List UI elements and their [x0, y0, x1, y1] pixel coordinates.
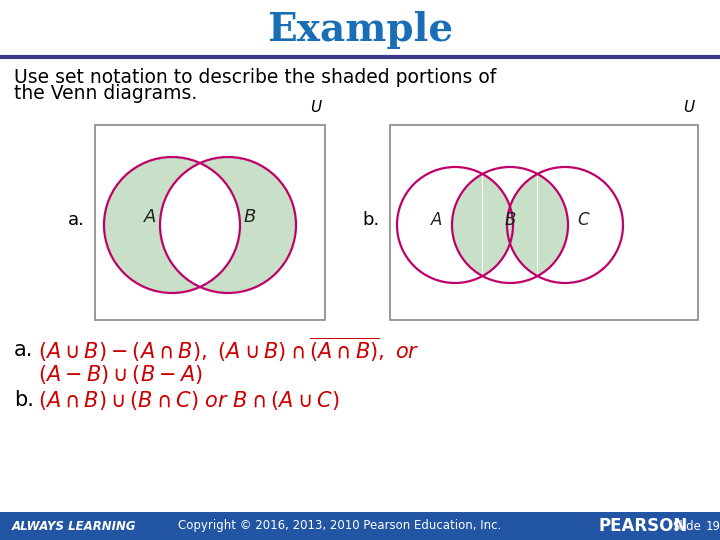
Circle shape: [104, 157, 240, 293]
Text: the Venn diagrams.: the Venn diagrams.: [14, 84, 197, 103]
Text: U: U: [310, 100, 321, 115]
Text: U: U: [683, 100, 694, 115]
Text: b.: b.: [14, 390, 34, 410]
Circle shape: [397, 167, 513, 283]
Polygon shape: [452, 174, 513, 276]
Circle shape: [160, 157, 296, 293]
Polygon shape: [507, 174, 568, 276]
Text: C: C: [577, 211, 589, 229]
Text: PEARSON: PEARSON: [598, 517, 688, 535]
Text: a.: a.: [68, 211, 85, 229]
Text: $(A\cup B)-(A\cap B),\ (A\cup B)\cap\overline{(A\cap B)},$ or: $(A\cup B)-(A\cap B),\ (A\cup B)\cap\ove…: [38, 336, 420, 364]
Text: 19: 19: [706, 519, 720, 532]
Text: Copyright © 2016, 2013, 2010 Pearson Education, Inc.: Copyright © 2016, 2013, 2010 Pearson Edu…: [179, 519, 502, 532]
Text: Slide: Slide: [672, 519, 701, 532]
Text: B: B: [244, 208, 256, 226]
Text: a.: a.: [14, 340, 33, 360]
Circle shape: [452, 167, 568, 283]
Text: A: A: [144, 208, 156, 226]
Circle shape: [507, 167, 623, 283]
Text: B: B: [504, 211, 516, 229]
Bar: [95, 125, 325, 320]
Polygon shape: [160, 163, 240, 287]
Text: Example: Example: [267, 11, 453, 49]
Text: $(A\cap B)\cup(B\cap C)$ or $B\cap(A\cup C)$: $(A\cap B)\cup(B\cap C)$ or $B\cap(A\cup…: [38, 388, 339, 411]
Text: $(A-B)\cup(B-A)$: $(A-B)\cup(B-A)$: [38, 362, 202, 386]
Text: ALWAYS LEARNING: ALWAYS LEARNING: [12, 519, 137, 532]
Text: Use set notation to describe the shaded portions of: Use set notation to describe the shaded …: [14, 68, 496, 87]
Bar: [390, 125, 698, 320]
Text: A: A: [431, 211, 443, 229]
Bar: [0, 512, 720, 540]
Text: b.: b.: [362, 211, 379, 229]
